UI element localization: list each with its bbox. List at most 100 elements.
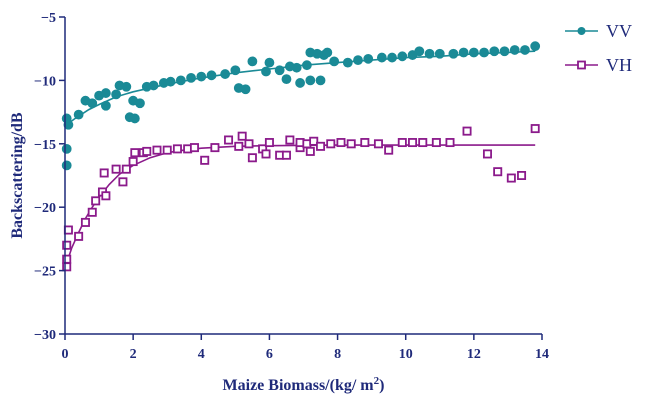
x-tick-label: 10 [399, 347, 413, 362]
x-axis-title-main: Maize Biomass/(kg/ m [223, 377, 375, 394]
data-point-vh [316, 141, 326, 151]
data-point-vh [234, 141, 244, 151]
x-tick-label: 12 [467, 347, 481, 362]
legend-label-vh: VH [606, 55, 632, 75]
x-axis-title: Maize Biomass/(kg/ m2) [223, 375, 385, 394]
data-point-vh [210, 143, 220, 153]
data-point-vh [360, 138, 370, 148]
x-axis-title-sup: 2 [374, 375, 380, 387]
plot-area [61, 41, 541, 272]
y-tick-label: −30 [34, 328, 56, 343]
legend-item-vh: VH [565, 55, 632, 75]
data-point-vh [261, 149, 271, 159]
data-point-vh [281, 150, 291, 160]
data-point-vh [80, 217, 90, 227]
series-vv [61, 41, 541, 171]
data-point-vv [322, 47, 333, 58]
fit-line-vv [64, 50, 536, 127]
data-point-vh [152, 145, 162, 155]
legend-item-vv: VV [565, 21, 632, 41]
data-point-vv [87, 98, 98, 109]
data-point-vh [62, 262, 72, 272]
data-point-vv [363, 53, 374, 64]
data-point-vh [309, 136, 319, 146]
data-point-vv [329, 56, 340, 67]
data-point-vv [305, 75, 316, 86]
data-point-vv [397, 51, 408, 62]
x-tick-label: 2 [130, 347, 137, 362]
data-point-vv [295, 78, 305, 88]
data-point-vv [261, 66, 271, 77]
data-point-vv [434, 48, 445, 59]
data-point-vv [175, 75, 186, 86]
data-point-vh [87, 207, 97, 217]
data-point-vh [172, 144, 182, 154]
data-point-vv [530, 41, 541, 52]
axes: 0 2 4 6 8 10 12 14 −30 −25 −20 −15 −10 −5 [34, 11, 549, 362]
data-point-vv [424, 48, 435, 59]
data-point-vh [111, 164, 121, 174]
data-point-vv [61, 143, 72, 154]
data-point-vv [206, 70, 217, 81]
data-point-vv [274, 65, 285, 76]
data-point-vv [111, 89, 122, 100]
data-point-vh [101, 191, 111, 201]
data-point-vh [99, 168, 109, 178]
data-point-vh [224, 135, 234, 145]
y-ticks: −30 −25 −20 −15 −10 −5 [34, 11, 65, 343]
data-point-vh [62, 240, 72, 250]
data-point-vh [305, 146, 315, 156]
data-point-vv [468, 47, 479, 58]
data-point-vh [237, 131, 247, 141]
data-point-vh [142, 146, 152, 156]
data-point-vh [384, 145, 394, 155]
data-point-vv [100, 88, 111, 98]
data-point-vv [135, 98, 145, 109]
data-point-vv [291, 62, 302, 73]
x-axis-title-end: ) [379, 377, 384, 394]
data-point-vv [489, 46, 500, 57]
data-point-vv [165, 76, 176, 87]
data-point-vv [458, 47, 469, 58]
data-point-vh [118, 177, 128, 187]
data-point-vh [62, 254, 72, 264]
data-point-vh [244, 139, 254, 149]
data-point-vv [509, 45, 520, 55]
legend-marker-vv [577, 27, 586, 35]
data-point-vh [326, 139, 336, 149]
data-point-vh [63, 225, 73, 235]
data-point-vv [448, 48, 459, 59]
x-tick-label: 8 [334, 347, 341, 362]
data-point-vv [479, 47, 489, 58]
data-point-vv [61, 160, 72, 171]
data-point-vh [408, 138, 418, 148]
data-point-vv [353, 55, 363, 66]
data-point-vv [121, 81, 132, 92]
data-point-vv [342, 57, 353, 68]
data-point-vv [264, 57, 275, 68]
data-point-vh [506, 173, 516, 183]
data-point-vh [530, 124, 540, 134]
x-tick-label: 0 [62, 347, 69, 362]
data-point-vv [100, 100, 111, 111]
data-point-vv [220, 69, 231, 79]
data-point-vh [130, 148, 140, 158]
y-tick-label: −20 [34, 201, 56, 216]
data-point-vv [240, 84, 251, 95]
x-tick-label: 14 [535, 347, 549, 362]
data-point-vv [302, 60, 312, 71]
data-point-vv [186, 72, 196, 83]
data-point-vh [431, 138, 441, 148]
legend: VV VH [565, 21, 632, 75]
data-point-vh [336, 138, 346, 148]
data-point-vv [148, 80, 159, 91]
legend-marker-vh [577, 60, 586, 70]
y-tick-label: −25 [34, 265, 56, 280]
y-axis-title: Backscattering/dB [9, 112, 26, 239]
x-tick-label: 4 [198, 347, 205, 362]
data-point-vh [397, 138, 407, 148]
data-point-vh [482, 149, 492, 159]
data-point-vv [281, 74, 292, 85]
data-point-vh [91, 196, 101, 206]
